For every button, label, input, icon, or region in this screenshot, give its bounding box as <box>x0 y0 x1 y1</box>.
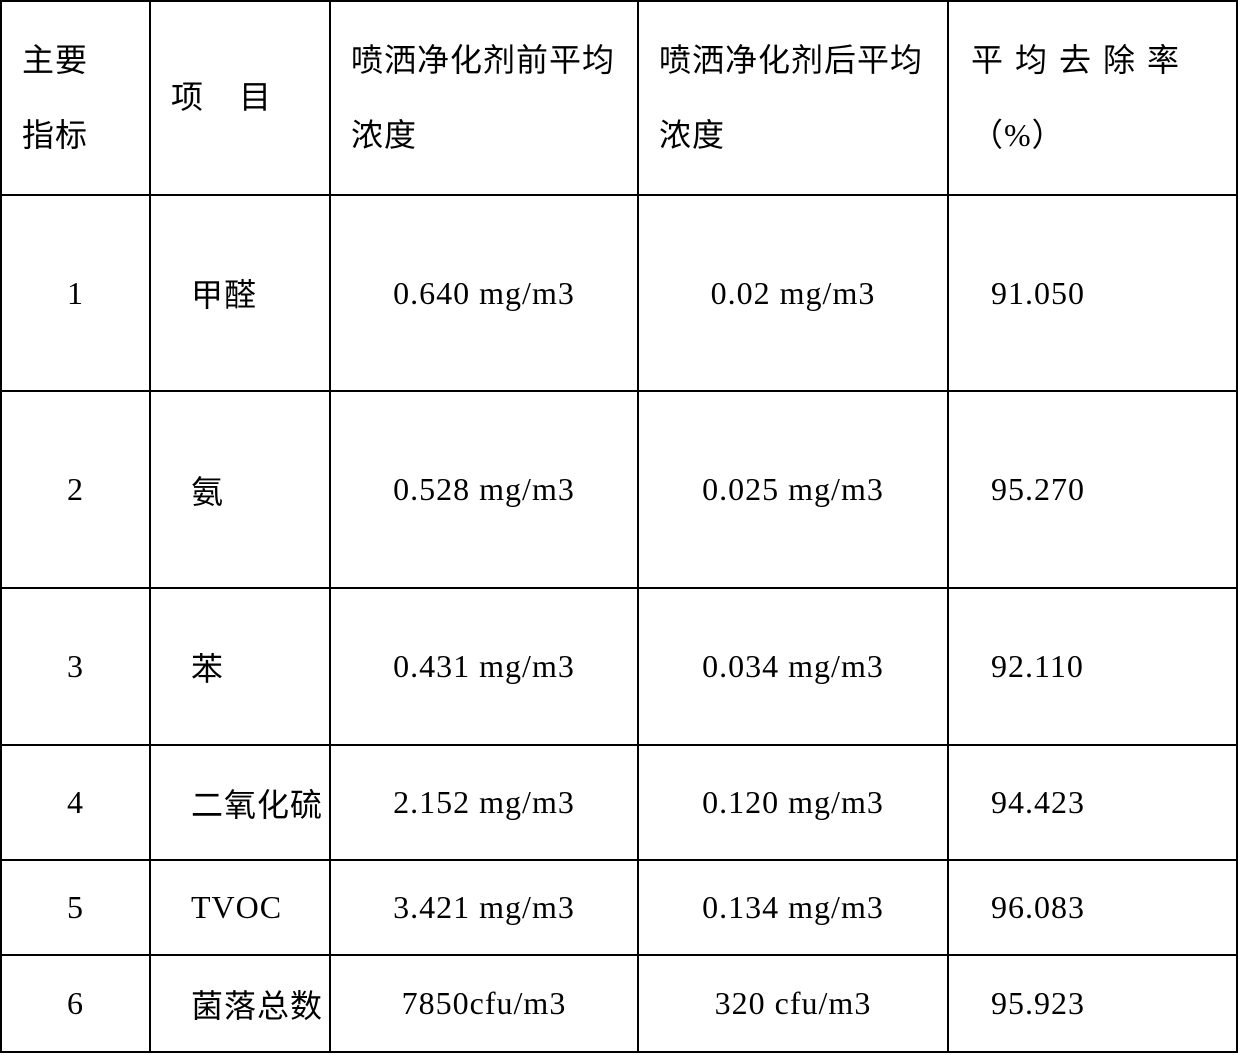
cell-rate: 94.423 <box>971 784 1236 821</box>
cell-after: 0.02 mg/m3 <box>639 275 947 312</box>
col-header-rate-line2: （%） <box>971 117 1065 153</box>
cell-rate: 96.083 <box>971 889 1236 926</box>
cell-rate: 91.050 <box>971 275 1236 312</box>
cell-index: 3 <box>2 648 149 685</box>
table-row: 1 甲醛 0.640 mg/m3 0.02 mg/m3 91.050 <box>1 195 1237 391</box>
col-header-after: 喷洒净化剂后平均 浓度 <box>638 1 948 195</box>
cell-name: 二氧化硫 <box>171 780 329 826</box>
table-row: 3 苯 0.431 mg/m3 0.034 mg/m3 92.110 <box>1 588 1237 745</box>
cell-rate: 95.923 <box>971 985 1236 1022</box>
cell-index: 4 <box>2 784 149 821</box>
table-row: 2 氨 0.528 mg/m3 0.025 mg/m3 95.270 <box>1 391 1237 588</box>
cell-after: 320 cfu/m3 <box>639 985 947 1022</box>
cell-name: 甲醛 <box>171 270 329 316</box>
col-header-before: 喷洒净化剂前平均 浓度 <box>330 1 638 195</box>
cell-index: 2 <box>2 471 149 508</box>
col-header-index-line1: 主要 <box>22 42 88 78</box>
col-header-after-line1: 喷洒净化剂后平均 <box>659 42 923 78</box>
table-header-row: 主要 指标 项 目 喷洒净化剂前平均 浓度 喷洒净化剂后平均 浓 <box>1 1 1237 195</box>
cell-name: 苯 <box>171 644 329 690</box>
cell-before: 3.421 mg/m3 <box>331 889 637 926</box>
table-body: 1 甲醛 0.640 mg/m3 0.02 mg/m3 91.050 2 氨 0… <box>1 195 1237 1052</box>
col-header-index-line2: 指标 <box>22 117 88 153</box>
cell-before: 7850cfu/m3 <box>331 985 637 1022</box>
table-row: 4 二氧化硫 2.152 mg/m3 0.120 mg/m3 94.423 <box>1 745 1237 860</box>
col-header-before-line2: 浓度 <box>351 117 417 153</box>
cell-rate: 95.270 <box>971 471 1236 508</box>
cell-index: 1 <box>2 275 149 312</box>
cell-index: 5 <box>2 889 149 926</box>
cell-before: 0.640 mg/m3 <box>331 275 637 312</box>
cell-before: 0.528 mg/m3 <box>331 471 637 508</box>
cell-name: 氨 <box>171 467 329 513</box>
cell-rate: 92.110 <box>971 648 1236 685</box>
cell-after: 0.034 mg/m3 <box>639 648 947 685</box>
cell-before: 0.431 mg/m3 <box>331 648 637 685</box>
cell-after: 0.120 mg/m3 <box>639 784 947 821</box>
cell-index: 6 <box>2 985 149 1022</box>
cell-name: 菌落总数 <box>171 981 329 1027</box>
cell-after: 0.134 mg/m3 <box>639 889 947 926</box>
cell-name: TVOC <box>171 889 329 926</box>
col-header-after-line2: 浓度 <box>659 117 725 153</box>
data-table: 主要 指标 项 目 喷洒净化剂前平均 浓度 喷洒净化剂后平均 浓 <box>0 0 1238 1053</box>
col-header-index: 主要 指标 <box>1 1 150 195</box>
cell-after: 0.025 mg/m3 <box>639 471 947 508</box>
col-header-rate-line1: 平均去除率 <box>971 42 1191 78</box>
col-header-name: 项 目 <box>150 1 330 195</box>
cell-before: 2.152 mg/m3 <box>331 784 637 821</box>
col-header-rate: 平均去除率 （%） <box>948 1 1237 195</box>
table-row: 5 TVOC 3.421 mg/m3 0.134 mg/m3 96.083 <box>1 860 1237 955</box>
table-row: 6 菌落总数 7850cfu/m3 320 cfu/m3 95.923 <box>1 955 1237 1052</box>
col-header-before-line1: 喷洒净化剂前平均 <box>351 42 615 78</box>
